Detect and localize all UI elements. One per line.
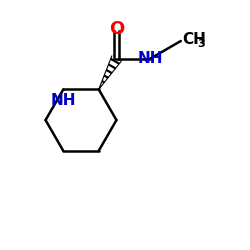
Text: CH: CH bbox=[182, 32, 206, 47]
Text: 3: 3 bbox=[197, 39, 205, 49]
Text: NH: NH bbox=[50, 93, 76, 108]
Text: O: O bbox=[109, 20, 124, 38]
Text: NH: NH bbox=[137, 51, 163, 66]
